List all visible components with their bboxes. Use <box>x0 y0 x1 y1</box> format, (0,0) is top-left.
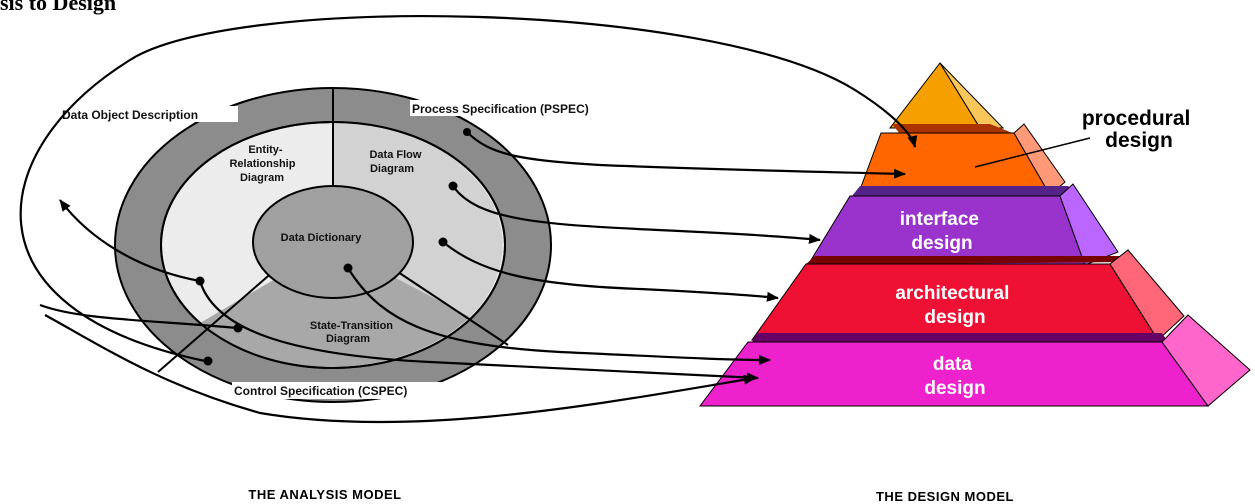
mapping-arrows <box>19 15 918 424</box>
label-state-transition-diagram: State-Transition Diagram <box>310 320 396 345</box>
label-process-specification: Process Specification (PSPEC) <box>412 102 589 116</box>
top-heading-fragment: sis to Design <box>0 0 116 15</box>
procedural-leader <box>974 137 1091 168</box>
label-data-object-description: Data Object Description <box>62 108 198 122</box>
sector-data-flow <box>333 122 503 317</box>
label-data-dictionary: Data Dictionary <box>281 232 363 244</box>
arrow-std-to-data <box>198 280 759 383</box>
label-entity-relationship: Entity- Relationship Diagram <box>229 144 298 184</box>
analysis-model: Data Object Description Process Specific… <box>60 87 632 403</box>
label-data-flow-diagram: Data Flow Diagram <box>369 149 424 175</box>
design-model: procedural design interface design archi… <box>699 62 1251 407</box>
arrow-data-object-to-procedural <box>19 15 918 363</box>
label-architectural-design: architectural design <box>895 283 1014 328</box>
label-data-design: data design <box>924 354 985 399</box>
arrow-erd-to-data <box>59 199 201 283</box>
layer-interface <box>807 195 1086 266</box>
label-interface-design: interface design <box>900 209 984 254</box>
arrow-cspec-to-data <box>44 314 756 424</box>
divider-right <box>394 269 509 346</box>
arrow-dfd-to-interface <box>452 185 821 244</box>
label-procedural-design: procedural design <box>1082 107 1196 152</box>
arrow-dfd-to-architectural <box>442 241 779 302</box>
data-dictionary-core <box>252 185 414 299</box>
arrow-dictionary-to-data <box>347 267 771 365</box>
label-control-specification: Control Specification (CSPEC) <box>234 384 407 398</box>
caption-analysis-model: THE ANALYSIS MODEL <box>248 487 401 502</box>
arrow-erd-line <box>39 303 239 330</box>
dot-cspec <box>203 356 213 366</box>
arrow-pspec-to-procedural <box>466 131 906 179</box>
caption-design-model: THE DESIGN MODEL <box>876 489 1014 504</box>
